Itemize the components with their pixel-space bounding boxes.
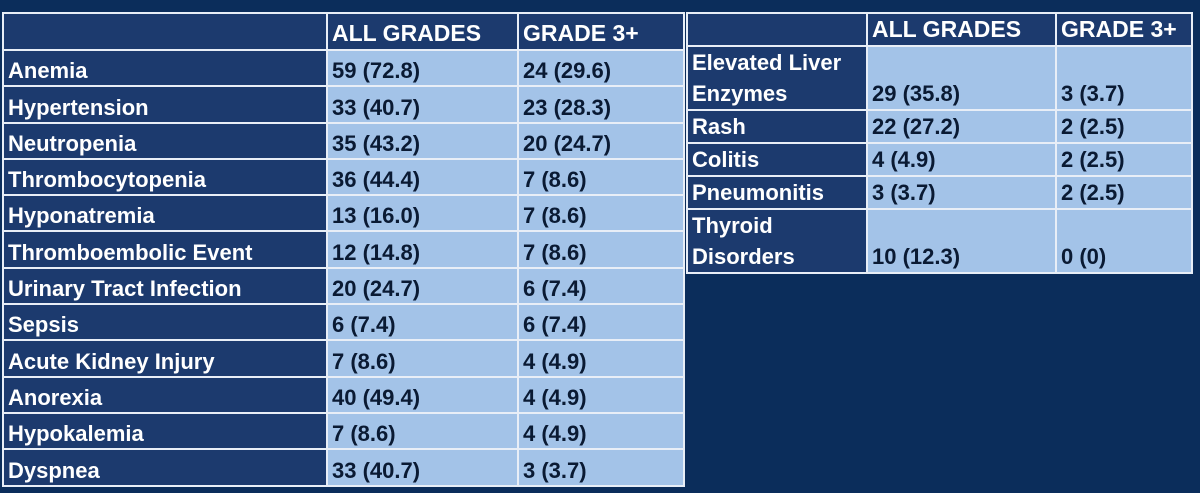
header-grade3: GRADE 3+ — [517, 12, 685, 51]
table-row: Neutropenia 35 (43.2) 20 (24.7) — [2, 121, 685, 160]
grade3-value: 23 (28.3) — [517, 85, 685, 124]
table-row: Acute Kidney Injury 7 (8.6) 4 (4.9) — [2, 339, 685, 378]
adverse-events-table-right: ALL GRADES GRADE 3+ Elevated Liver Enzym… — [686, 12, 1193, 274]
table-row: Rash 22 (27.2) 2 (2.5) — [686, 109, 1193, 144]
grade3-value: 4 (4.9) — [517, 411, 685, 451]
grade3-value: 7 (8.6) — [517, 157, 685, 197]
all-grades-value: 10 (12.3) — [866, 208, 1057, 274]
table-row: Anemia 59 (72.8) 24 (29.6) — [2, 48, 685, 88]
grade3-value: 4 (4.9) — [517, 375, 685, 414]
table-row: Urinary Tract Infection 20 (24.7) 6 (7.4… — [2, 266, 685, 306]
grade3-value: 6 (7.4) — [517, 266, 685, 306]
adverse-events-table-left: ALL GRADES GRADE 3+ Anemia 59 (72.8) 24 … — [2, 12, 685, 487]
table-row: Sepsis 6 (7.4) 6 (7.4) — [2, 303, 685, 342]
all-grades-value: 35 (43.2) — [326, 121, 519, 160]
event-name: Urinary Tract Infection — [2, 266, 328, 306]
all-grades-value: 7 (8.6) — [326, 339, 519, 378]
all-grades-value: 20 (24.7) — [326, 266, 519, 306]
header-event — [2, 12, 328, 51]
table-row: Thyroid Disorders 10 (12.3) 0 (0) — [686, 208, 1193, 274]
grade3-value: 3 (3.7) — [517, 448, 685, 487]
table-header-row: ALL GRADES GRADE 3+ — [2, 12, 685, 51]
table-row: Hypokalemia 7 (8.6) 4 (4.9) — [2, 411, 685, 451]
table-row: Dyspnea 33 (40.7) 3 (3.7) — [2, 448, 685, 487]
grade3-value: 20 (24.7) — [517, 121, 685, 160]
event-name: Thromboembolic Event — [2, 230, 328, 269]
all-grades-value: 29 (35.8) — [866, 45, 1057, 111]
event-name: Dyspnea — [2, 448, 328, 487]
event-name: Acute Kidney Injury — [2, 339, 328, 378]
header-all-grades: ALL GRADES — [866, 12, 1057, 47]
event-name: Hyponatremia — [2, 194, 328, 233]
grade3-value: 2 (2.5) — [1055, 175, 1193, 210]
event-name: Anorexia — [2, 375, 328, 414]
table-header-row: ALL GRADES GRADE 3+ — [686, 12, 1193, 47]
event-name: Hypertension — [2, 85, 328, 124]
header-event — [686, 12, 868, 47]
event-name: Hypokalemia — [2, 411, 328, 451]
grade3-value: 0 (0) — [1055, 208, 1193, 274]
event-name: Colitis — [686, 142, 868, 177]
all-grades-value: 36 (44.4) — [326, 157, 519, 197]
table-row: Pneumonitis 3 (3.7) 2 (2.5) — [686, 175, 1193, 210]
grade3-value: 2 (2.5) — [1055, 142, 1193, 177]
all-grades-value: 3 (3.7) — [866, 175, 1057, 210]
grade3-value: 7 (8.6) — [517, 230, 685, 269]
grade3-value: 4 (4.9) — [517, 339, 685, 378]
table-row: Thrombocytopenia 36 (44.4) 7 (8.6) — [2, 157, 685, 197]
header-all-grades: ALL GRADES — [326, 12, 519, 51]
all-grades-value: 4 (4.9) — [866, 142, 1057, 177]
event-name: Sepsis — [2, 303, 328, 342]
table-row: Elevated Liver Enzymes 29 (35.8) 3 (3.7) — [686, 45, 1193, 111]
all-grades-value: 33 (40.7) — [326, 448, 519, 487]
all-grades-value: 59 (72.8) — [326, 48, 519, 88]
all-grades-value: 6 (7.4) — [326, 303, 519, 342]
grade3-value: 7 (8.6) — [517, 194, 685, 233]
event-name: Thyroid Disorders — [686, 208, 868, 274]
event-name: Elevated Liver Enzymes — [686, 45, 868, 111]
grade3-value: 2 (2.5) — [1055, 109, 1193, 144]
event-name: Pneumonitis — [686, 175, 868, 210]
all-grades-value: 13 (16.0) — [326, 194, 519, 233]
all-grades-value: 40 (49.4) — [326, 375, 519, 414]
grade3-value: 3 (3.7) — [1055, 45, 1193, 111]
header-grade3: GRADE 3+ — [1055, 12, 1193, 47]
table-row: Thromboembolic Event 12 (14.8) 7 (8.6) — [2, 230, 685, 269]
grade3-value: 24 (29.6) — [517, 48, 685, 88]
all-grades-value: 7 (8.6) — [326, 411, 519, 451]
all-grades-value: 22 (27.2) — [866, 109, 1057, 144]
table-row: Hypertension 33 (40.7) 23 (28.3) — [2, 85, 685, 124]
all-grades-value: 33 (40.7) — [326, 85, 519, 124]
event-name: Neutropenia — [2, 121, 328, 160]
event-name: Rash — [686, 109, 868, 144]
table-row: Anorexia 40 (49.4) 4 (4.9) — [2, 375, 685, 414]
table-row: Colitis 4 (4.9) 2 (2.5) — [686, 142, 1193, 177]
event-name: Anemia — [2, 48, 328, 88]
grade3-value: 6 (7.4) — [517, 303, 685, 342]
event-name: Thrombocytopenia — [2, 157, 328, 197]
all-grades-value: 12 (14.8) — [326, 230, 519, 269]
table-row: Hyponatremia 13 (16.0) 7 (8.6) — [2, 194, 685, 233]
